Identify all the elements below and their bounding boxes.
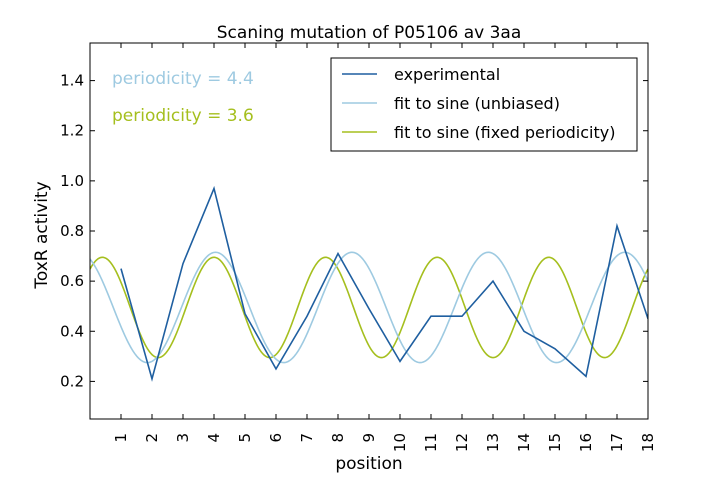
x-tick-label: 6 — [267, 433, 285, 443]
legend-label-sine-unbiased: fit to sine (unbiased) — [394, 94, 560, 113]
legend-box — [330, 57, 638, 152]
x-tick-label: 16 — [577, 433, 595, 452]
chart-title: Scaning mutation of P05106 av 3aa — [217, 23, 521, 43]
x-tick-label: 13 — [484, 433, 502, 452]
y-tick-label: 0.4 — [60, 322, 84, 340]
y-tick-label: 0.8 — [60, 222, 84, 240]
series-line-experimental — [120, 185, 648, 382]
legend-label-sine-fixed: fit to sine (fixed periodicity) — [394, 123, 615, 142]
series-line-sine-fixed — [90, 256, 648, 359]
x-tick-label: 7 — [298, 433, 316, 443]
x-tick-label: 15 — [546, 433, 564, 452]
annotation-periodicity-fixed: periodicity = 3.6 — [112, 106, 254, 126]
x-tick-label: 10 — [391, 433, 409, 452]
x-tick-label: 3 — [174, 433, 192, 443]
x-axis-label: position — [335, 454, 402, 474]
y-tick-label: 1.4 — [60, 72, 84, 90]
x-tick-label: 1 — [112, 433, 130, 443]
x-tick-label: 18 — [639, 433, 657, 452]
y-tick-label: 1.2 — [60, 122, 84, 140]
legend-label-experimental: experimental — [394, 65, 500, 84]
series-line-sine-unbiased — [90, 251, 648, 364]
x-tick-label: 4 — [205, 433, 223, 443]
y-tick-label: 0.2 — [60, 372, 84, 390]
annotation-periodicity-unbiased: periodicity = 4.4 — [112, 69, 254, 89]
x-tick-label: 2 — [143, 433, 161, 443]
x-tick-label: 14 — [515, 433, 533, 452]
y-tick-label: 1.0 — [60, 172, 84, 190]
y-axis-label: ToxR activity — [32, 181, 52, 289]
x-tick-label: 9 — [360, 433, 378, 443]
x-tick-label: 11 — [422, 433, 440, 452]
y-tick-label: 0.6 — [60, 272, 84, 290]
x-tick-label: 12 — [453, 433, 471, 452]
x-tick-label: 5 — [236, 433, 254, 443]
legend: experimental fit to sine (unbiased) fit … — [330, 57, 638, 152]
x-tick-label: 8 — [329, 433, 347, 443]
x-tick-label: 17 — [608, 433, 626, 452]
